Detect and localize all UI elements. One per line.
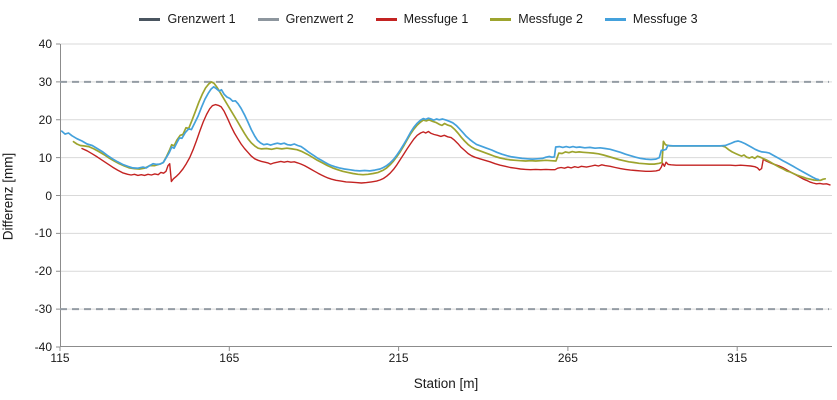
- legend-item-grenzwert-2[interactable]: Grenzwert 2: [257, 11, 354, 26]
- y-tick-label--30: -30: [34, 302, 52, 317]
- x-tick-label-115: 115: [50, 351, 70, 365]
- y-tick-label-10: 10: [38, 150, 52, 165]
- y-tick-label--20: -20: [34, 264, 52, 279]
- plot-area: [56, 43, 832, 351]
- legend-swatch-icon: [257, 17, 279, 21]
- legend-swatch-icon: [490, 17, 512, 21]
- legend-label: Grenzwert 2: [285, 11, 354, 26]
- y-tick-label-0: 0: [45, 188, 52, 203]
- legend-label: Grenzwert 1: [167, 11, 236, 26]
- legend-item-messfuge-1[interactable]: Messfuge 1: [375, 11, 469, 26]
- legend-swatch-icon: [139, 17, 161, 21]
- x-tick-label-165: 165: [219, 351, 240, 365]
- legend-item-messfuge-2[interactable]: Messfuge 2: [490, 13, 583, 26]
- y-tick-label--40: -40: [34, 340, 52, 354]
- y-tick-label-20: 20: [38, 112, 52, 127]
- legend-item-grenzwert-1[interactable]: Grenzwert 1: [139, 11, 236, 26]
- series-messfuge-2: [72, 81, 827, 182]
- y-tick-label--10: -10: [34, 226, 52, 241]
- legend-swatch-icon: [604, 17, 626, 21]
- legend-swatch-icon: [375, 17, 397, 21]
- x-tick-label-265: 265: [557, 351, 578, 365]
- chart-legend: Grenzwert 1 Grenzwert 2 Messfuge 1 Messfuge…: [0, 8, 837, 30]
- y-tick-label-30: 30: [38, 74, 52, 89]
- series-messfuge-3: [60, 85, 820, 181]
- x-tick-label-315: 315: [727, 351, 748, 365]
- x-axis-title: Station [m]: [413, 376, 479, 391]
- legend-label: Messfuge 1: [403, 11, 469, 26]
- series-messfuge-1: [81, 103, 831, 186]
- legend-label: Messfuge 3: [632, 11, 698, 26]
- legend-label: Messfuge 2: [518, 11, 583, 26]
- y-tick-label-40: 40: [38, 37, 52, 51]
- x-tick-label-215: 215: [388, 351, 409, 365]
- legend-item-messfuge-3[interactable]: Messfuge 3: [604, 11, 698, 26]
